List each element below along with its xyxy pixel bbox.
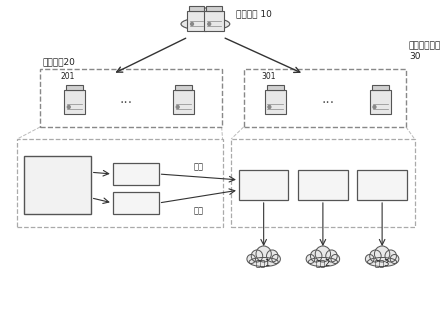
Text: 网络服务3: 网络服务3 — [370, 181, 394, 190]
Circle shape — [176, 106, 179, 109]
FancyBboxPatch shape — [189, 6, 204, 11]
Bar — [40, 69, 222, 127]
Circle shape — [306, 254, 315, 263]
Circle shape — [315, 246, 330, 262]
FancyBboxPatch shape — [265, 90, 285, 114]
Bar — [24, 156, 91, 214]
Circle shape — [190, 23, 194, 25]
Bar — [357, 170, 407, 200]
Bar — [298, 170, 348, 200]
Text: 网络服务1: 网络服务1 — [252, 181, 275, 190]
Ellipse shape — [249, 258, 278, 267]
Text: 301: 301 — [261, 72, 276, 81]
Circle shape — [189, 16, 197, 25]
Circle shape — [385, 250, 396, 262]
Bar — [239, 170, 289, 200]
Text: 接入: 接入 — [194, 206, 204, 215]
Text: 网的3: 网的3 — [374, 259, 390, 268]
Text: 网的1: 网的1 — [256, 259, 271, 268]
Bar — [113, 163, 159, 185]
Circle shape — [247, 254, 256, 263]
FancyBboxPatch shape — [187, 11, 206, 31]
Text: 计算集群20: 计算集群20 — [42, 57, 75, 66]
FancyBboxPatch shape — [64, 90, 85, 114]
Circle shape — [370, 250, 381, 262]
Bar — [231, 139, 415, 227]
Ellipse shape — [181, 18, 230, 30]
Ellipse shape — [308, 258, 337, 267]
Text: 网络服务2: 网络服务2 — [311, 181, 334, 190]
Bar — [244, 69, 406, 127]
Circle shape — [268, 106, 271, 109]
FancyBboxPatch shape — [173, 90, 194, 114]
FancyBboxPatch shape — [175, 85, 192, 90]
Circle shape — [373, 106, 376, 109]
Text: 接入: 接入 — [194, 162, 204, 171]
FancyBboxPatch shape — [204, 11, 223, 31]
Text: Pod: Pod — [127, 198, 144, 207]
FancyBboxPatch shape — [372, 85, 389, 90]
Bar — [113, 192, 159, 214]
Circle shape — [214, 16, 222, 25]
Text: 网络服务集群
30: 网络服务集群 30 — [409, 42, 441, 61]
Circle shape — [208, 12, 220, 24]
Circle shape — [198, 8, 213, 24]
Text: ...: ... — [119, 92, 133, 106]
Text: ...: ... — [321, 92, 334, 106]
Circle shape — [272, 254, 280, 263]
Circle shape — [331, 254, 340, 263]
Circle shape — [374, 246, 390, 262]
Circle shape — [365, 254, 374, 263]
Circle shape — [310, 250, 322, 262]
Circle shape — [266, 250, 278, 262]
Text: NSM-CNI组件
20b: NSM-CNI组件 20b — [34, 175, 81, 195]
FancyBboxPatch shape — [66, 85, 83, 90]
Circle shape — [67, 106, 70, 109]
Bar — [17, 139, 222, 227]
Circle shape — [390, 254, 399, 263]
FancyBboxPatch shape — [370, 90, 391, 114]
Circle shape — [326, 250, 337, 262]
FancyBboxPatch shape — [266, 85, 284, 90]
Text: Pod: Pod — [127, 169, 144, 178]
Circle shape — [193, 12, 204, 24]
FancyBboxPatch shape — [206, 6, 222, 11]
Ellipse shape — [368, 258, 397, 267]
Circle shape — [208, 23, 210, 25]
Circle shape — [256, 246, 271, 262]
Text: 网的2: 网的2 — [315, 259, 330, 268]
Circle shape — [251, 250, 263, 262]
Text: 201: 201 — [61, 72, 75, 81]
Text: 管控节点 10: 管控节点 10 — [236, 10, 272, 18]
